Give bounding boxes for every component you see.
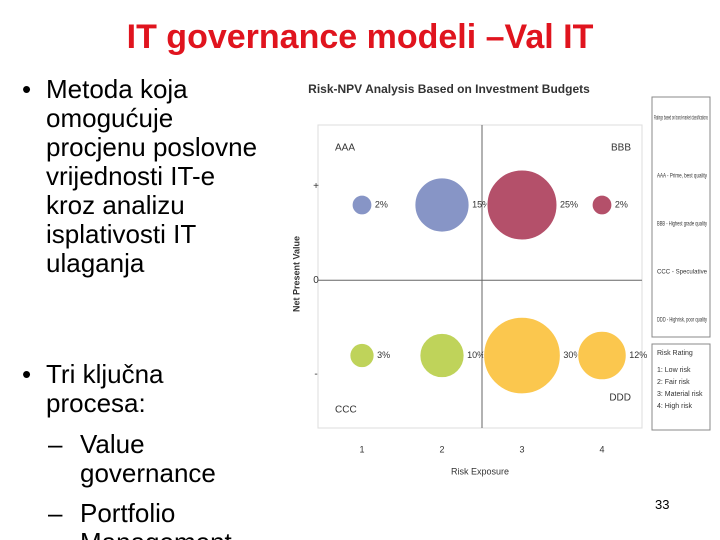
x-tick-label: 2 — [439, 444, 444, 454]
bullet: • Metoda koja omogućuje procjenu poslovne… — [22, 74, 258, 278]
x-axis-label: Risk Exposure — [451, 466, 509, 476]
bubble-label: 25% — [560, 199, 578, 209]
quadrant-label: DDD — [609, 393, 631, 404]
plot-frame — [317, 124, 643, 429]
legend-item: CCC - Speculative — [657, 269, 707, 276]
x-tick-label: 3 — [519, 444, 524, 454]
bubble — [486, 169, 558, 241]
legend-title: Risk Rating — [657, 350, 693, 357]
y-axis-label: Net Present Value — [291, 236, 301, 312]
x-tick-label: 1 — [359, 444, 364, 454]
legend-item: 1: Low risk — [657, 367, 691, 374]
legend-title: Ratings based on bond-market classificat… — [654, 115, 708, 122]
bubble — [414, 177, 470, 233]
bubble — [591, 194, 613, 216]
bubble — [483, 316, 561, 395]
bullet: • Tri ključna procesa: — [22, 359, 164, 418]
legend-item: 4: High risk — [657, 403, 693, 410]
bubble-label: 3% — [377, 350, 390, 360]
quadrant-label: BBB — [611, 143, 631, 154]
bullet-text: Tri ključna procesa: — [46, 359, 164, 418]
sub-bullet: –Portfolio Management — [48, 498, 260, 540]
bubble-label: 12% — [629, 350, 647, 360]
legend-box — [651, 96, 711, 338]
bubble — [419, 332, 465, 379]
bubble — [351, 194, 373, 216]
bubble-label: 15% — [472, 199, 490, 209]
bubble-label: 2% — [375, 199, 388, 209]
chart-title: Risk-NPV Analysis Based on Investment Bu… — [308, 82, 590, 96]
legend-item: 3: Material risk — [657, 391, 703, 398]
bubble-label: 2% — [615, 199, 628, 209]
y-tick-label: + — [313, 181, 319, 192]
legend-item: AAA - Prime, best quality — [657, 173, 708, 180]
sub-bullet: – Value governance — [48, 429, 216, 488]
bubble-label: 30% — [563, 350, 581, 360]
sub-bullet-text: Value governance — [80, 429, 216, 488]
bubble-label: 10% — [467, 350, 485, 360]
quadrant-label: AAA — [335, 143, 355, 154]
bubble — [349, 342, 375, 369]
y-tick-label: 0 — [313, 275, 319, 286]
y-tick-label: - — [314, 369, 317, 380]
legend-item: DDD - Highrisk, poor quality — [657, 317, 707, 324]
slide-title: IT governance modeli –Val IT — [126, 18, 594, 56]
bubble — [577, 330, 627, 381]
legend-item: 2: Fair risk — [657, 379, 690, 386]
bullet-text: Metoda koja omogućuje procjenu poslovne … — [46, 74, 258, 278]
page-number: 33 — [655, 497, 670, 512]
sub-bullet-text: Portfolio Management — [80, 498, 232, 540]
x-tick-label: 4 — [599, 444, 604, 454]
quadrant-label: CCC — [335, 405, 357, 416]
legend-item: BBB - Highest grade quality — [657, 221, 707, 228]
legend-box — [651, 343, 711, 431]
